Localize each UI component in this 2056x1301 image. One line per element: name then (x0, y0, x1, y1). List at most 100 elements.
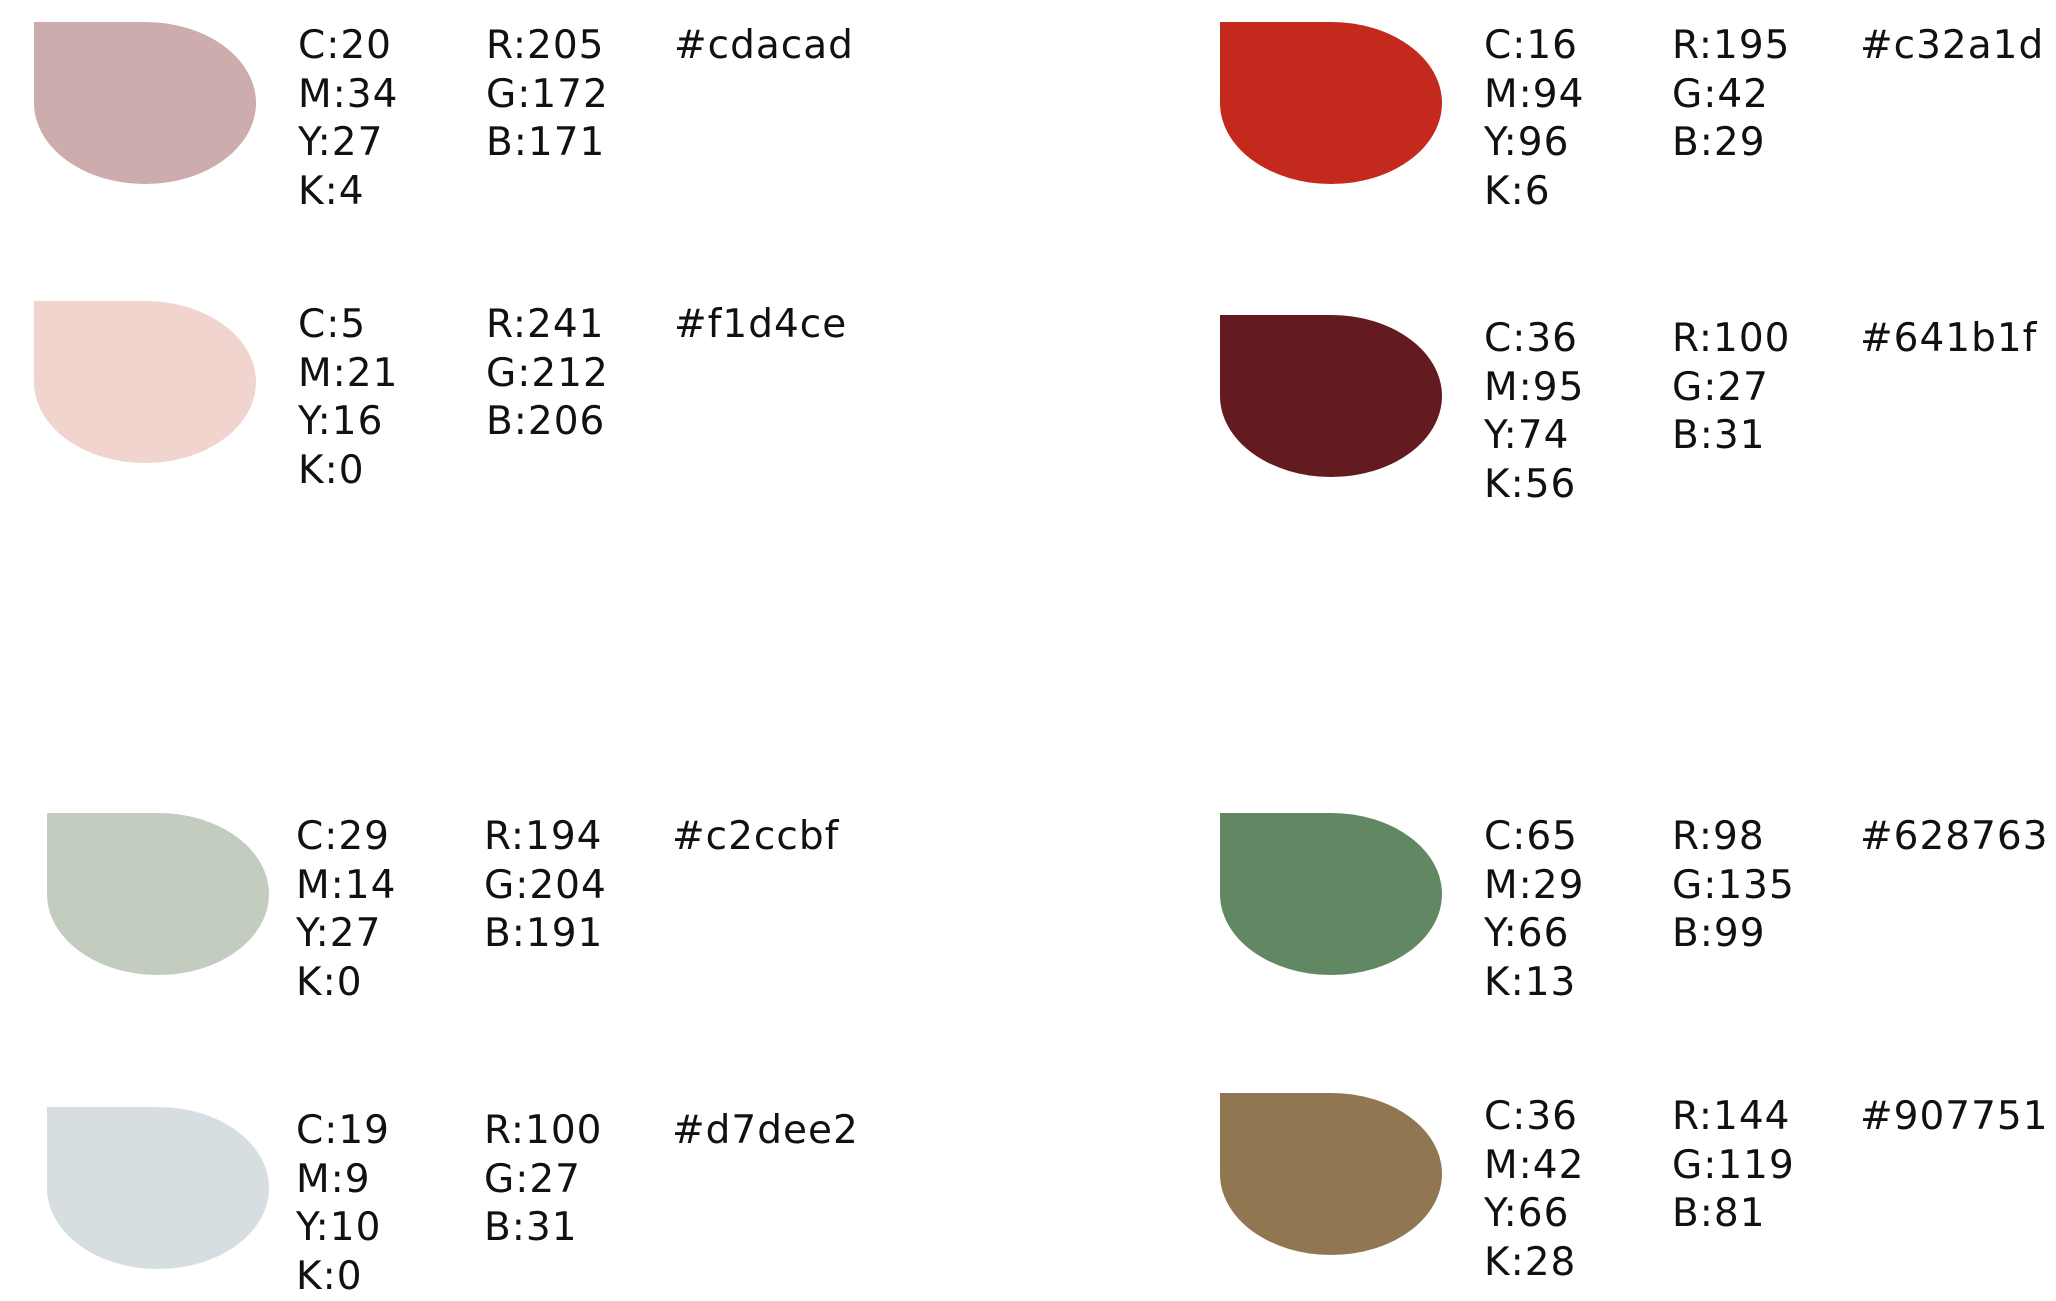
blue-value: B:29 (1672, 119, 1790, 168)
key-value: K:0 (296, 1253, 390, 1301)
hex-value: #c32a1d (1860, 22, 2044, 71)
blue-value: B:81 (1672, 1190, 1795, 1239)
hex-code: #907751 (1860, 1093, 2049, 1142)
swatch-c32a1d: C:16 M:94 Y:96 K:6 R:195 G:42 B:29 #c32a… (1220, 22, 2056, 202)
cyan-value: C:65 (1484, 813, 1584, 862)
hex-value: #641b1f (1860, 315, 2037, 364)
green-value: G:212 (486, 350, 609, 399)
red-value: R:195 (1672, 22, 1790, 71)
cyan-value: C:29 (296, 813, 396, 862)
red-value: R:205 (486, 22, 609, 71)
hex-value: #d7dee2 (672, 1107, 859, 1156)
cyan-value: C:36 (1484, 315, 1584, 364)
key-value: K:0 (298, 447, 398, 496)
color-drop (1220, 315, 1442, 477)
swatch-907751: C:36 M:42 Y:66 K:28 R:144 G:119 B:81 #90… (1220, 1093, 2056, 1273)
blue-value: B:191 (484, 910, 607, 959)
blue-value: B:206 (486, 398, 609, 447)
hex-code: #c32a1d (1860, 22, 2044, 71)
cmyk-values: C:5 M:21 Y:16 K:0 (298, 301, 398, 495)
yellow-value: Y:66 (1484, 1190, 1584, 1239)
cmyk-values: C:36 M:95 Y:74 K:56 (1484, 315, 1584, 509)
magenta-value: M:34 (298, 71, 398, 120)
swatch-c2ccbf: C:29 M:14 Y:27 K:0 R:194 G:204 B:191 #c2… (47, 813, 947, 993)
cyan-value: C:36 (1484, 1093, 1584, 1142)
color-drop (1220, 22, 1442, 184)
green-value: G:172 (486, 71, 609, 120)
rgb-values: R:241 G:212 B:206 (486, 301, 609, 447)
hex-code: #d7dee2 (672, 1107, 859, 1156)
cyan-value: C:19 (296, 1107, 390, 1156)
yellow-value: Y:66 (1484, 910, 1584, 959)
magenta-value: M:29 (1484, 862, 1584, 911)
cmyk-values: C:65 M:29 Y:66 K:13 (1484, 813, 1584, 1007)
red-value: R:194 (484, 813, 607, 862)
yellow-value: Y:16 (298, 398, 398, 447)
yellow-value: Y:74 (1484, 412, 1584, 461)
color-drop (47, 813, 269, 975)
yellow-value: Y:27 (296, 910, 396, 959)
cmyk-values: C:36 M:42 Y:66 K:28 (1484, 1093, 1584, 1287)
green-value: G:119 (1672, 1142, 1795, 1191)
cmyk-values: C:29 M:14 Y:27 K:0 (296, 813, 396, 1007)
blue-value: B:171 (486, 119, 609, 168)
red-value: R:98 (1672, 813, 1795, 862)
key-value: K:4 (298, 168, 398, 217)
key-value: K:28 (1484, 1239, 1584, 1288)
green-value: G:42 (1672, 71, 1790, 120)
green-value: G:135 (1672, 862, 1795, 911)
swatch-cdacad: C:20 M:34 Y:27 K:4 R:205 G:172 B:171 #cd… (34, 22, 934, 202)
green-value: G:204 (484, 862, 607, 911)
green-value: G:27 (484, 1156, 602, 1205)
red-value: R:100 (1672, 315, 1790, 364)
key-value: K:13 (1484, 959, 1584, 1008)
magenta-value: M:14 (296, 862, 396, 911)
rgb-values: R:194 G:204 B:191 (484, 813, 607, 959)
swatch-f1d4ce: C:5 M:21 Y:16 K:0 R:241 G:212 B:206 #f1d… (34, 301, 934, 481)
magenta-value: M:94 (1484, 71, 1584, 120)
red-value: R:144 (1672, 1093, 1795, 1142)
blue-value: B:31 (1672, 412, 1790, 461)
cyan-value: C:16 (1484, 22, 1584, 71)
blue-value: B:31 (484, 1204, 602, 1253)
magenta-value: M:95 (1484, 364, 1584, 413)
red-value: R:100 (484, 1107, 602, 1156)
hex-code: #628763 (1860, 813, 2049, 862)
swatch-641b1f: C:36 M:95 Y:74 K:56 R:100 G:27 B:31 #641… (1220, 315, 2056, 495)
color-drop (34, 22, 256, 184)
cyan-value: C:5 (298, 301, 398, 350)
yellow-value: Y:27 (298, 119, 398, 168)
rgb-values: R:100 G:27 B:31 (1672, 315, 1790, 461)
swatch-628763: C:65 M:29 Y:66 K:13 R:98 G:135 B:99 #628… (1220, 813, 2056, 993)
cyan-value: C:20 (298, 22, 398, 71)
blue-value: B:99 (1672, 910, 1795, 959)
hex-value: #907751 (1860, 1093, 2049, 1142)
hex-value: #f1d4ce (674, 301, 847, 350)
hex-value: #628763 (1860, 813, 2049, 862)
color-drop (1220, 813, 1442, 975)
magenta-value: M:21 (298, 350, 398, 399)
cmyk-values: C:20 M:34 Y:27 K:4 (298, 22, 398, 216)
color-drop (34, 301, 256, 463)
cmyk-values: C:16 M:94 Y:96 K:6 (1484, 22, 1584, 216)
rgb-values: R:205 G:172 B:171 (486, 22, 609, 168)
rgb-values: R:98 G:135 B:99 (1672, 813, 1795, 959)
cmyk-values: C:19 M:9 Y:10 K:0 (296, 1107, 390, 1301)
rgb-values: R:195 G:42 B:29 (1672, 22, 1790, 168)
red-value: R:241 (486, 301, 609, 350)
key-value: K:56 (1484, 461, 1584, 510)
rgb-values: R:100 G:27 B:31 (484, 1107, 602, 1253)
yellow-value: Y:10 (296, 1204, 390, 1253)
hex-value: #c2ccbf (672, 813, 839, 862)
magenta-value: M:42 (1484, 1142, 1584, 1191)
key-value: K:0 (296, 959, 396, 1008)
key-value: K:6 (1484, 168, 1584, 217)
green-value: G:27 (1672, 364, 1790, 413)
magenta-value: M:9 (296, 1156, 390, 1205)
hex-code: #f1d4ce (674, 301, 847, 350)
color-drop (47, 1107, 269, 1269)
hex-code: #641b1f (1860, 315, 2037, 364)
color-drop (1220, 1093, 1442, 1255)
hex-code: #c2ccbf (672, 813, 839, 862)
hex-code: #cdacad (674, 22, 854, 71)
